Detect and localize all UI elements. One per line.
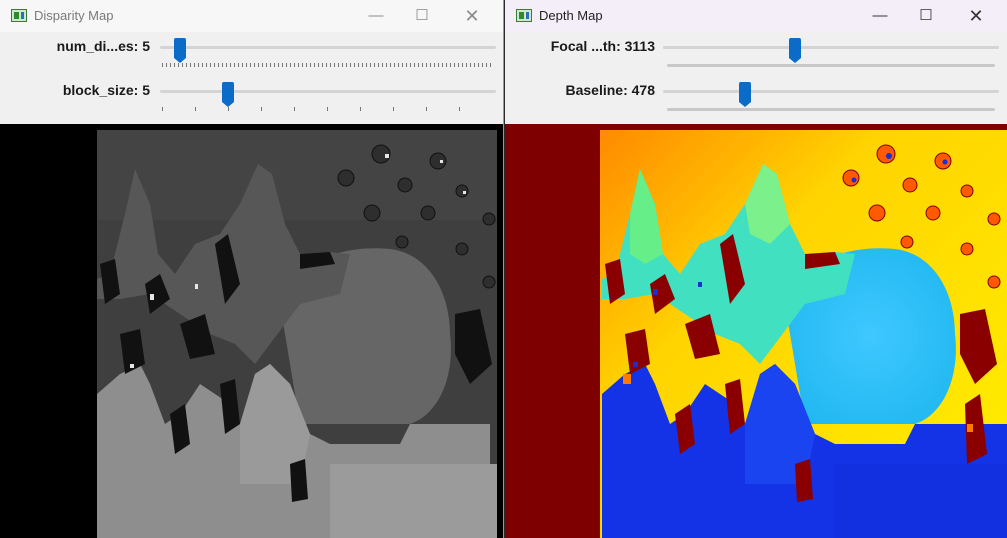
disparity-map-window: Disparity Map — ☐ ✕ num_di...es: 5 block… [0,0,504,538]
slider-track[interactable] [663,90,999,93]
slider-track[interactable] [160,46,496,49]
slider-ticks [162,107,492,111]
app-icon [516,9,532,22]
maximize-button[interactable]: ☐ [415,7,429,24]
slider-thumb[interactable] [174,38,186,63]
slider-thumb[interactable] [789,38,801,63]
minimize-button[interactable]: — [368,7,384,24]
trackbar-baseline: Baseline: 478 [505,76,1007,120]
slider-track[interactable] [160,90,496,93]
slider-baseline [667,64,995,67]
depth-image [505,124,1007,538]
minimize-button[interactable]: — [872,7,888,24]
window-title: Disparity Map [34,8,114,23]
close-button[interactable]: ✕ [968,6,984,26]
trackbar-panel: Focal ...th: 3113 Baseline: 478 [505,32,1007,124]
maximize-button[interactable]: ☐ [919,7,933,24]
close-button[interactable]: ✕ [464,6,480,26]
trackbar-label: Baseline: 478 [565,82,656,98]
trackbar-label: num_di...es: 5 [56,38,150,54]
trackbar-block-size: block_size: 5 [0,76,503,120]
trackbar-label: Focal ...th: 3113 [550,38,655,54]
slider-track[interactable] [663,46,999,49]
slider-thumb[interactable] [222,82,234,107]
app-icon [11,9,27,22]
slider-ticks [162,63,492,67]
title-bar[interactable]: Depth Map — ☐ ✕ [505,0,1007,32]
disparity-image [0,124,503,538]
trackbar-focal-length: Focal ...th: 3113 [505,32,1007,76]
title-bar[interactable]: Disparity Map — ☐ ✕ [0,0,503,32]
trackbar-panel: num_di...es: 5 block_size: 5 [0,32,503,124]
window-title: Depth Map [539,8,603,23]
trackbar-num-disparities: num_di...es: 5 [0,32,503,76]
trackbar-label: block_size: 5 [62,82,150,98]
depth-map-window: Depth Map — ☐ ✕ Focal ...th: 3113 Baseli… [505,0,1007,538]
slider-baseline [667,108,995,111]
slider-thumb[interactable] [739,82,751,107]
